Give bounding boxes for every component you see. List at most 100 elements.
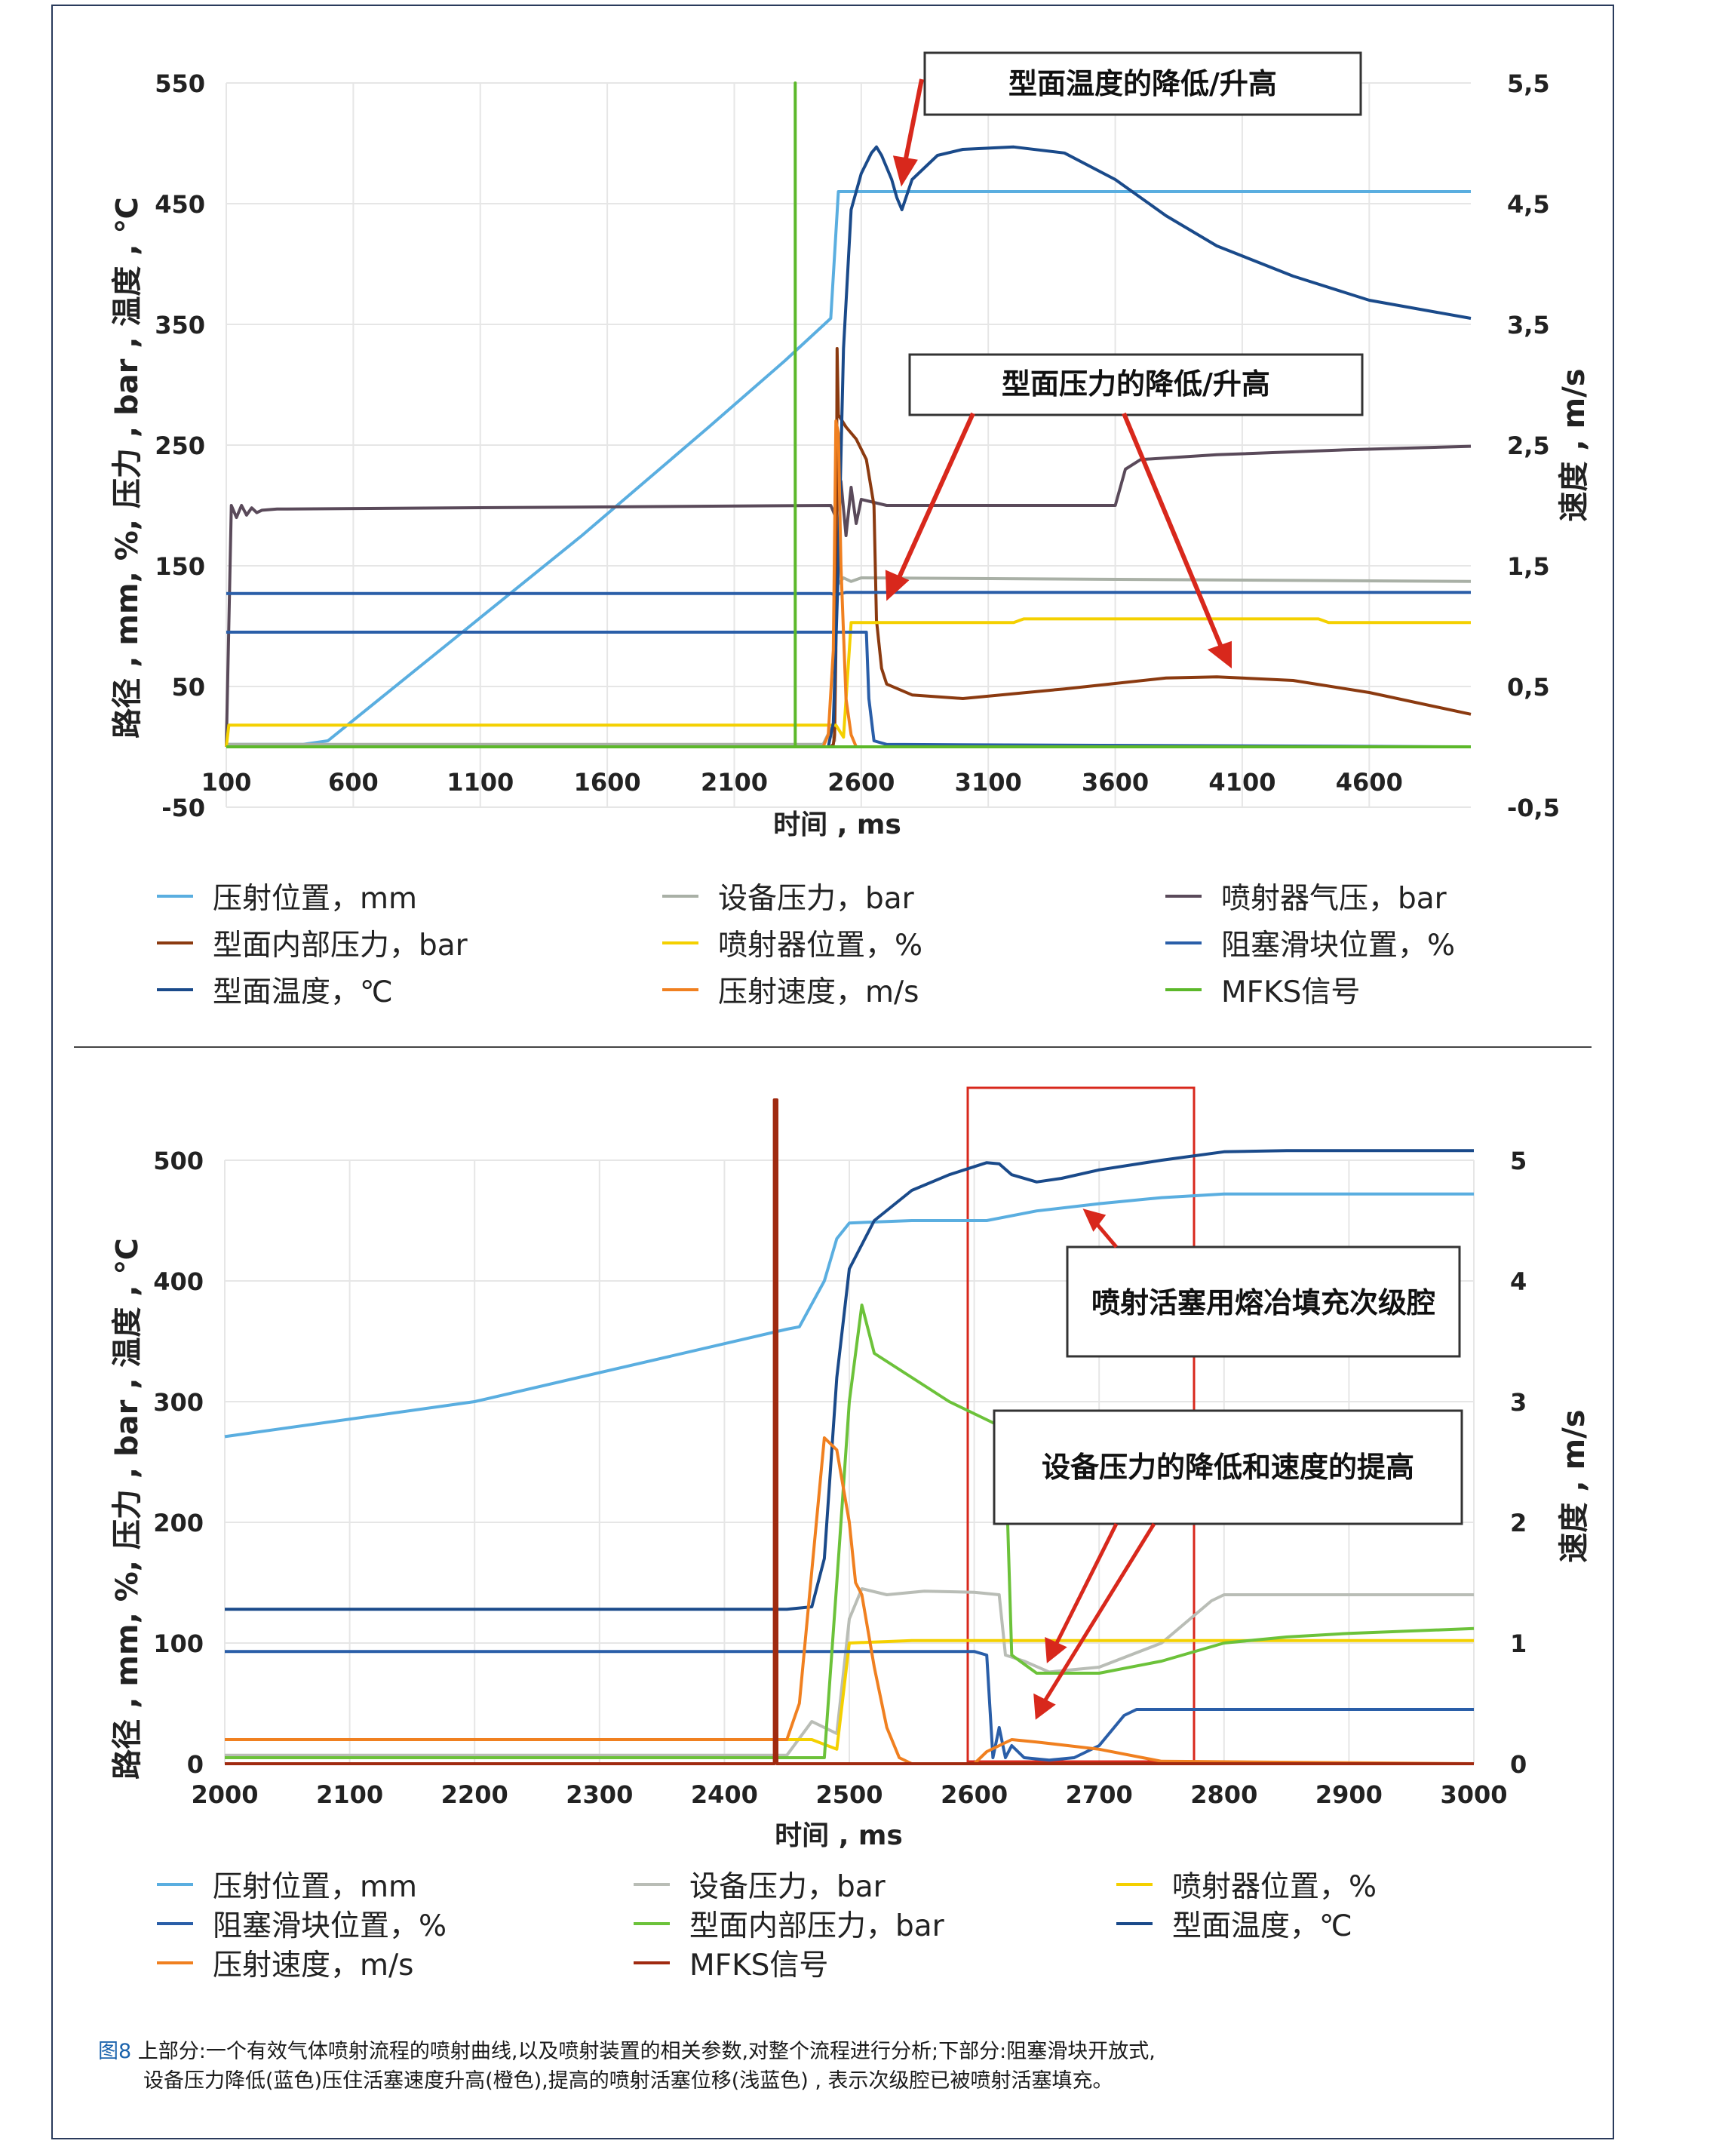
legend-label: 阻塞滑块位置，% [1221,929,1456,963]
y-right-tick-label: 0 [1510,1750,1527,1779]
top-callout-pressure: 型面压力的降低/升高 [1002,367,1270,401]
legend-swatch [662,941,698,944]
legend-swatch [634,1922,670,1925]
bottom-chart-legend: 压射位置，mm 设备压力，bar 喷射器位置，% 阻塞滑块位置，% 型面内部压力，bar… [0,1863,1719,1999]
legend-item: 压射位置，mm [157,1863,417,1906]
legend-item: 阻塞滑块位置，% [157,1903,447,1945]
y-left-tick-label: 100 [153,1629,204,1658]
legend-swatch [1165,941,1202,944]
legend-label: 压射速度，m/s [718,975,919,1009]
legend-label: 压射位置，mm [213,882,417,916]
legend-label: 设备压力，bar [689,1870,886,1904]
y-right-tick-label: -0,5 [1507,794,1560,822]
legend-swatch [157,941,193,944]
legend-swatch [1165,988,1202,991]
y-left-tick-label: 0 [187,1750,204,1779]
bottom-callout-arrows [1033,1209,1156,1720]
legend-item: 喷射器位置，% [1116,1863,1377,1906]
series-line [225,1650,1474,1762]
series-line [226,631,1472,748]
series-line [226,81,1471,748]
legend-swatch [1116,1922,1153,1925]
x-tick-label: 2600 [827,768,895,797]
x-tick-label: 2100 [316,1780,383,1809]
bottom-callout-fill: 喷射活塞用熔冶填充次级腔 [1091,1286,1435,1319]
series-line [225,1149,1474,1611]
bottom-callout-pressure-speed: 设备压力的降低和速度的提高 [1042,1451,1414,1484]
series-line [225,1098,1474,1765]
legend-item: MFKS信号 [1165,969,1360,1011]
series-line [226,419,1471,748]
bottom-chart-ylabel-left: 路径 , mm, %, 压力 , bar , 温度 , ℃ [110,1238,145,1780]
caption-line-1: 上部分:一个有效气体喷射流程的喷射曲线,以及喷射装置的相关参数,对整个流程进行分… [131,2040,1156,2063]
x-tick-label: 2800 [1190,1780,1257,1809]
legend-item: 喷射器气压，bar [1165,875,1447,917]
legend-item: 型面内部压力，bar [634,1903,944,1945]
series-line [226,190,1471,746]
legend-label: 型面温度，℃ [1172,1909,1352,1943]
x-tick-label: 600 [328,768,379,797]
legend-item: 喷射器位置，% [662,922,922,964]
top-chart-ylabel-right: 速度 , m/s [1557,368,1592,521]
series-line [225,617,1471,748]
top-chart-xlabel: 时间 , ms [773,809,901,840]
x-tick-label: 2300 [566,1780,633,1809]
legend-label: 喷射器气压，bar [1221,882,1447,916]
legend-label: 喷射器位置，% [718,929,923,963]
top-chart: 550 450 350 250 150 50 -50 5,5 4,5 3,5 2,5 1,5 0,5 -0… [110,51,1592,840]
series-line [225,1304,1475,1759]
figure-frame [51,5,1614,2139]
x-tick-label: 2600 [941,1780,1008,1809]
x-tick-label: 2100 [701,768,768,797]
caption-line-2: 设备压力降低(蓝色)压住活塞速度升高(橙色),提高的喷射活塞位移(浅蓝色) , … [143,2069,1113,2093]
legend-item: 设备压力，bar [662,875,914,917]
x-tick-label: 2200 [441,1780,508,1809]
y-left-tick-label: 250 [155,432,205,460]
x-tick-label: 2000 [191,1780,258,1809]
legend-label: 设备压力，bar [718,882,914,916]
y-right-tick-label: 3 [1510,1388,1527,1417]
x-tick-label: 2700 [1066,1780,1133,1809]
top-chart-ylabel-left: 路径 , mm, %, 压力 , bar , 温度 , ℃ [110,197,145,739]
legend-swatch [662,988,698,991]
legend-label: 阻塞滑块位置，% [213,1909,447,1943]
x-tick-label: 2900 [1315,1780,1383,1809]
x-tick-label: 3000 [1440,1780,1507,1809]
y-right-tick-label: 0,5 [1507,673,1550,702]
y-left-tick-label: 400 [153,1267,204,1296]
legend-label: 型面内部压力，bar [213,929,468,963]
legend-swatch [157,895,193,898]
series-line [226,145,1472,748]
y-left-tick-label: 300 [153,1388,204,1417]
legend-label: 压射位置，mm [213,1870,417,1904]
bottom-chart-ylabel-right: 速度 , m/s [1557,1409,1592,1562]
series-line [225,1436,1475,1765]
top-callout-temperature: 型面温度的降低/升高 [1008,67,1277,100]
x-tick-label: 4100 [1208,768,1275,797]
series-line [224,1192,1474,1439]
y-right-tick-label: 1,5 [1507,552,1550,581]
x-tick-label: 100 [201,768,252,797]
y-left-tick-label: -50 [161,794,205,822]
legend-label: MFKS信号 [1221,975,1361,1009]
y-right-tick-label: 4 [1510,1267,1527,1296]
x-tick-label: 4600 [1336,768,1403,797]
y-left-tick-label: 200 [153,1509,204,1537]
legend-swatch [157,1922,193,1925]
legend-label: 压射速度，m/s [213,1949,414,1982]
legend-swatch [634,1883,670,1886]
figure-number: 图8 [98,2040,132,2063]
legend-swatch [157,988,193,991]
x-tick-label: 3600 [1082,768,1149,797]
legend-item: 型面温度，℃ [1116,1903,1352,1945]
legend-item: 型面温度，℃ [157,969,393,1011]
x-tick-label: 1600 [574,768,641,797]
top-chart-legend: 压射位置，mm 设备压力，bar 喷射器气压，bar 型面内部压力，bar 喷射器位置，… [0,875,1719,1026]
y-right-tick-label: 2 [1510,1509,1527,1537]
legend-label: MFKS信号 [689,1949,829,1982]
y-left-tick-label: 150 [155,552,205,581]
legend-item: 阻塞滑块位置，% [1165,922,1455,964]
legend-swatch [1165,895,1202,898]
y-right-tick-label: 4,5 [1507,190,1550,219]
